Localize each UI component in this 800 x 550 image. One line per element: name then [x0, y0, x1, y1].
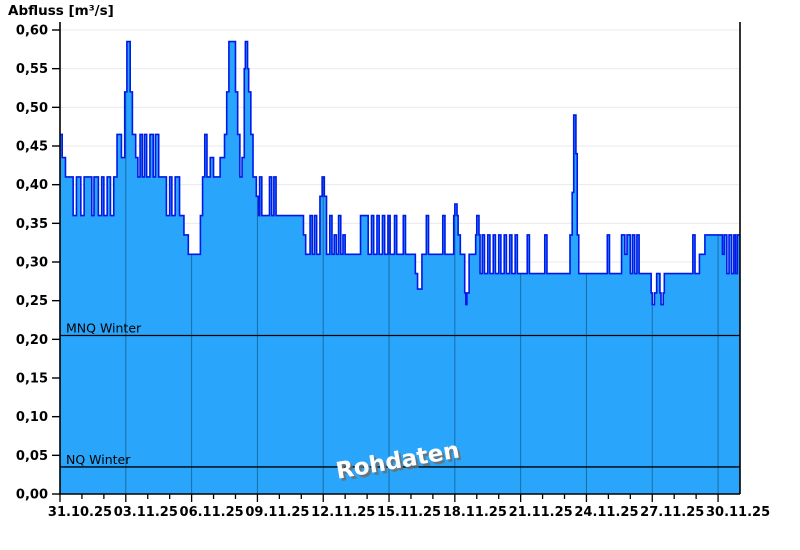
x-tick-label: 06.11.25: [180, 505, 244, 520]
area-fill: [60, 41, 740, 494]
y-tick-label: 0,45: [16, 140, 48, 155]
y-tick-label: 0,20: [16, 333, 48, 348]
y-tick-label: 0,30: [16, 256, 48, 271]
y-tick-label: 0,25: [16, 294, 48, 309]
x-tick-label: 15.11.25: [377, 505, 441, 520]
reference-line-nq-winter: NQ Winter: [60, 452, 740, 468]
reference-line-label: NQ Winter: [66, 452, 131, 467]
x-tick-label: 09.11.25: [245, 505, 309, 520]
area-outline: [60, 40, 740, 306]
reference-line-label: MNQ Winter: [66, 320, 142, 335]
y-tick-label: 0,50: [16, 101, 48, 116]
x-tick-label: 27.11.25: [640, 505, 704, 520]
y-tick-label: 0,40: [16, 178, 48, 193]
x-tick-label: 24.11.25: [574, 505, 638, 520]
y-axis-title: Abfluss [m³/s]: [8, 3, 114, 19]
y-tick-label: 0,00: [16, 488, 48, 503]
y-tick-label: 0,60: [16, 24, 48, 39]
x-tick-label: 12.11.25: [311, 505, 375, 520]
y-tick-label: 0,55: [16, 62, 48, 77]
x-tick-label: 21.11.25: [509, 505, 573, 520]
x-tick-label: 31.10.25: [48, 505, 112, 520]
x-tick-label: 30.11.25: [706, 505, 770, 520]
area-series: [60, 41, 740, 494]
x-axis-labels: 31.10.25 03.11.25 06.11.25 09.11.25 12.11.25…: [48, 505, 770, 520]
y-axis-labels: 0,00 0,05 0,10 0,15 0,20 0,25 0,30 0,35 0,40 0,45…: [16, 24, 48, 503]
y-tick-label: 0,15: [16, 372, 48, 387]
x-tick-label: 18.11.25: [443, 505, 507, 520]
axes: [52, 22, 741, 502]
y-tick-label: 0,05: [16, 449, 48, 464]
y-tick-label: 0,35: [16, 217, 48, 232]
x-tick-label: 03.11.25: [114, 505, 178, 520]
reference-line-mnq-winter: MNQ Winter: [60, 320, 740, 337]
y-tick-label: 0,10: [16, 410, 48, 425]
